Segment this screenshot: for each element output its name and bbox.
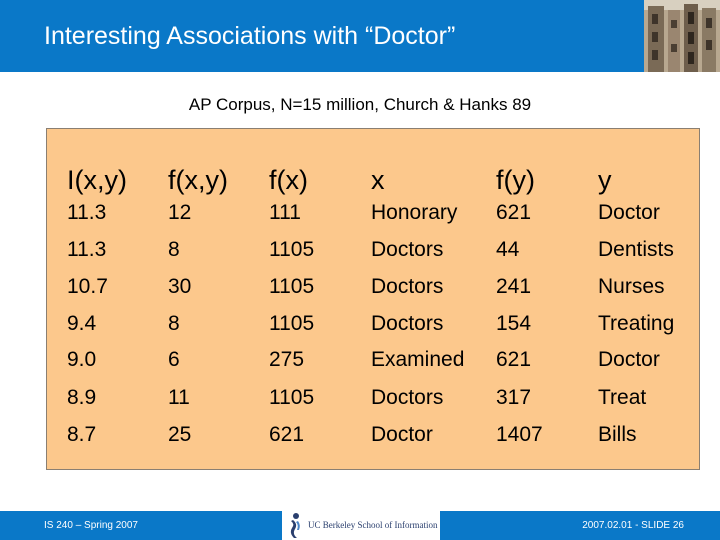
table-cell: 621 — [496, 348, 532, 371]
table-cell: Nurses — [598, 275, 665, 298]
table-cell: Honorary — [371, 201, 458, 224]
table-cell: 111 — [269, 201, 301, 224]
building-photo — [644, 0, 720, 72]
slide-subtitle: AP Corpus, N=15 million, Church & Hanks … — [188, 95, 532, 114]
table-cell: Doctor — [371, 423, 433, 446]
table-cell: 1105 — [269, 275, 315, 298]
table-cell: 6 — [168, 348, 180, 371]
header-cell: f(x,y) — [168, 165, 228, 195]
table-cell: Treat — [598, 386, 647, 409]
table-cell: 8 — [168, 238, 180, 261]
header-cell: f(y) — [496, 165, 535, 195]
course-label: IS 240 – Spring 2007 — [44, 520, 138, 531]
footer-bar: IS 240 – Spring 2007 UC Berkeley School … — [0, 511, 720, 540]
header-cell: f(x) — [269, 165, 308, 195]
table-cell: Doctors — [371, 238, 444, 261]
table-cell: Doctors — [371, 275, 444, 298]
table-cell: 10.7 — [67, 275, 108, 298]
table-cell: 1105 — [269, 386, 315, 409]
header-bar: Interesting Associations with “Doctor” — [0, 0, 720, 72]
table-cell: 25 — [168, 423, 192, 446]
table-cell: 621 — [496, 201, 532, 224]
table-cell: 1105 — [269, 312, 315, 335]
table-cell: 9.4 — [67, 312, 97, 335]
table-cell: 11.3 — [67, 201, 107, 224]
table-cell: 12 — [168, 201, 192, 224]
table-cell: 8.7 — [67, 423, 97, 446]
table-cell: 275 — [269, 348, 305, 371]
table-cell: 30 — [168, 275, 192, 298]
table-cell: 1105 — [269, 238, 315, 261]
table-cell: 241 — [496, 275, 532, 298]
table-cell: Doctors — [371, 312, 444, 335]
school-logo: UC Berkeley School of Information — [282, 511, 440, 540]
figure-icon — [290, 513, 300, 538]
table-cell: 11 — [168, 386, 190, 409]
table-cell: 44 — [496, 238, 520, 261]
table-cell: 1407 — [496, 423, 543, 446]
header-cell: x — [371, 165, 385, 195]
table-cell: Doctor — [598, 201, 660, 224]
table-cell: Dentists — [598, 238, 674, 261]
school-logo-text: UC Berkeley School of Information — [308, 520, 438, 530]
table-cell: Examined — [371, 348, 465, 371]
slide-number: 2007.02.01 - SLIDE 26 — [582, 520, 684, 531]
table-cell: Doctor — [598, 348, 660, 371]
header-cell: y — [598, 165, 612, 195]
table-cell: 8.9 — [67, 386, 97, 409]
table-cell: 8 — [168, 312, 180, 335]
header-cell: I(x,y) — [67, 165, 127, 195]
table-cell: Doctors — [371, 386, 444, 409]
table-cell: 11.3 — [67, 238, 107, 261]
association-table: I(x,y) f(x,y) f(x) x f(y) y 11.3 12 111 … — [46, 128, 700, 470]
table-cell: 621 — [269, 423, 305, 446]
table-cell: Bills — [598, 423, 637, 446]
table-cell: 9.0 — [67, 348, 97, 371]
table-cell: Treating — [598, 312, 675, 335]
table-cell: 154 — [496, 312, 532, 335]
slide-title: Interesting Associations with “Doctor” — [44, 22, 456, 50]
table-cell: 317 — [496, 386, 532, 409]
